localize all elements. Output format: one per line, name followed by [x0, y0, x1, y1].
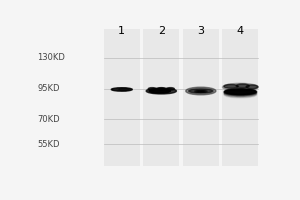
Ellipse shape — [198, 90, 202, 92]
Ellipse shape — [149, 89, 170, 93]
Ellipse shape — [246, 85, 258, 89]
Ellipse shape — [224, 89, 256, 96]
Ellipse shape — [196, 90, 201, 92]
Text: 95KD: 95KD — [38, 84, 60, 93]
Ellipse shape — [111, 88, 132, 91]
Ellipse shape — [224, 89, 256, 95]
Ellipse shape — [189, 89, 213, 93]
Text: 130KD: 130KD — [38, 53, 65, 62]
Ellipse shape — [224, 90, 256, 96]
Bar — [183, 29, 219, 166]
Ellipse shape — [236, 84, 249, 88]
Text: 55KD: 55KD — [38, 140, 60, 149]
Bar — [143, 29, 179, 166]
Ellipse shape — [186, 87, 216, 95]
Text: 2: 2 — [158, 26, 165, 36]
Text: 1: 1 — [118, 26, 125, 36]
Ellipse shape — [224, 84, 238, 88]
Ellipse shape — [201, 90, 206, 92]
Bar — [104, 29, 140, 166]
Ellipse shape — [223, 83, 258, 91]
Ellipse shape — [225, 89, 256, 94]
Ellipse shape — [194, 90, 199, 92]
Text: 70KD: 70KD — [38, 115, 60, 124]
Ellipse shape — [200, 90, 204, 92]
Ellipse shape — [224, 91, 256, 97]
Ellipse shape — [146, 88, 176, 94]
Ellipse shape — [202, 90, 207, 92]
Ellipse shape — [158, 88, 165, 90]
Ellipse shape — [224, 92, 256, 98]
Ellipse shape — [167, 88, 174, 90]
Bar — [222, 29, 258, 166]
Ellipse shape — [118, 88, 129, 91]
Text: 4: 4 — [237, 26, 244, 36]
Text: 3: 3 — [197, 26, 204, 36]
Ellipse shape — [148, 88, 156, 90]
